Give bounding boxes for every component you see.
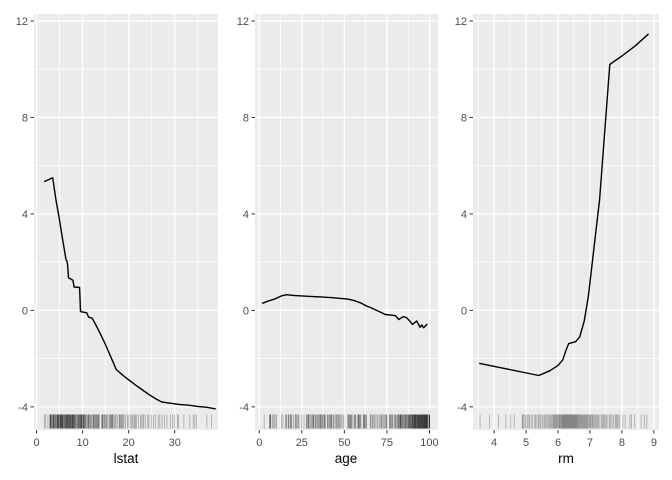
x-tick-label: 4 <box>491 437 497 449</box>
x-tick-label: 30 <box>169 437 181 449</box>
x-tick-label: 0 <box>33 437 39 449</box>
panel-background <box>473 14 659 430</box>
y-tick-label: -4 <box>457 402 467 414</box>
x-axis-title-rm: rm <box>558 451 574 466</box>
x-tick-label: 8 <box>619 437 625 449</box>
panel-background <box>255 14 438 430</box>
y-tick-label: 0 <box>22 305 28 317</box>
y-tick-label: 12 <box>455 16 467 28</box>
y-tick-label: 0 <box>243 305 249 317</box>
y-tick-label: -4 <box>239 402 249 414</box>
y-tick-label: 8 <box>461 112 467 124</box>
x-tick-label: 10 <box>76 437 88 449</box>
x-tick-label: 100 <box>420 437 438 449</box>
x-tick-label: 50 <box>338 437 350 449</box>
pdp-line <box>479 33 649 377</box>
y-tick-label: 4 <box>243 209 249 221</box>
panel-age: 0 25 50 75 100 -4 0 4 8 12 age <box>237 14 439 466</box>
x-tick-label: 5 <box>523 437 529 449</box>
y-tick-label: 4 <box>461 209 467 221</box>
panel-background <box>34 14 218 430</box>
y-tick-label: 4 <box>22 209 28 221</box>
x-tick-label: 25 <box>296 437 308 449</box>
panel-lstat: 0 10 20 30 -4 0 4 8 12 lstat <box>16 14 218 466</box>
x-axis-title-age: age <box>335 451 358 466</box>
y-tick-label: 12 <box>16 16 28 28</box>
x-tick-label: 75 <box>381 437 393 449</box>
x-tick-label: 0 <box>256 437 262 449</box>
x-axis-title-lstat: lstat <box>114 451 139 466</box>
x-tick-label: 7 <box>587 437 593 449</box>
y-tick-label: 0 <box>461 305 467 317</box>
y-tick-label: -4 <box>18 402 28 414</box>
pdp-line <box>262 294 428 329</box>
y-tick-label: 8 <box>22 112 28 124</box>
x-tick-label: 6 <box>555 437 561 449</box>
x-tick-label: 9 <box>651 437 657 449</box>
panel-rm: 4 5 6 7 8 9 -4 0 4 8 12 rm <box>455 14 659 466</box>
y-tick-label: 12 <box>237 16 249 28</box>
y-tick-label: 8 <box>243 112 249 124</box>
x-tick-label: 20 <box>123 437 135 449</box>
pdp-line <box>44 176 216 410</box>
